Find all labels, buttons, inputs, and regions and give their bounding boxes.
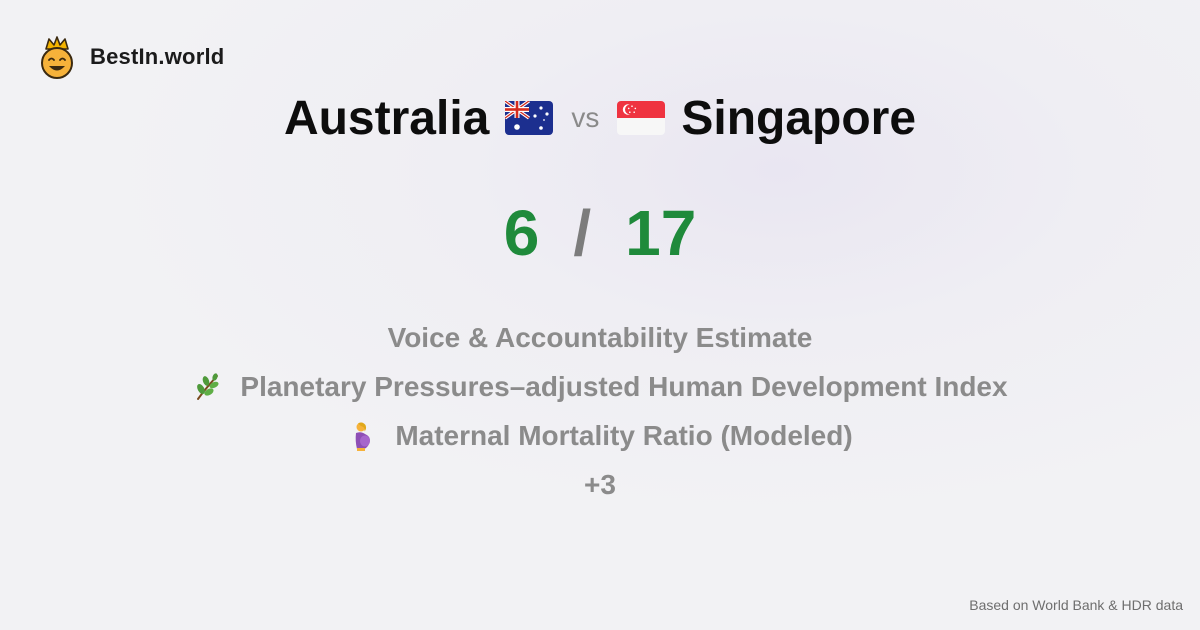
herb-icon (197, 372, 219, 400)
crown-smiley-icon (41, 36, 73, 79)
brand[interactable]: BestIn.world (38, 35, 224, 79)
metric-label: Planetary Pressures–adjusted Human Devel… (240, 370, 1008, 402)
score-display: 6 / 17 (0, 195, 1200, 270)
data-source-note: Based on World Bank & HDR data (969, 597, 1183, 613)
metric-item: Maternal Mortality Ratio (Modeled) (347, 411, 853, 460)
metric-label: Maternal Mortality Ratio (Modeled) (395, 419, 853, 451)
metrics-list: Voice & Accountability Estimate Planetar… (0, 313, 1200, 509)
metric-label: Voice & Accountability Estimate (387, 321, 813, 353)
singapore-flag-icon (617, 101, 666, 135)
left-country-name: Australia (283, 91, 490, 145)
score-separator: / (573, 196, 592, 269)
more-metrics-count[interactable]: +3 (584, 460, 616, 509)
left-score: 6 (503, 196, 540, 269)
vs-label: vs (571, 102, 600, 133)
right-country-name: Singapore (681, 91, 917, 145)
right-score: 17 (625, 196, 697, 269)
metric-label: +3 (584, 468, 616, 500)
comparison-title: Australia vs Singapore (0, 88, 1200, 148)
australia-flag-icon (505, 101, 554, 135)
pregnant-woman-icon (355, 422, 371, 451)
metric-item: Planetary Pressures–adjusted Human Devel… (192, 362, 1008, 411)
metric-item: Voice & Accountability Estimate (388, 313, 813, 362)
brand-name: BestIn.world (90, 44, 225, 69)
